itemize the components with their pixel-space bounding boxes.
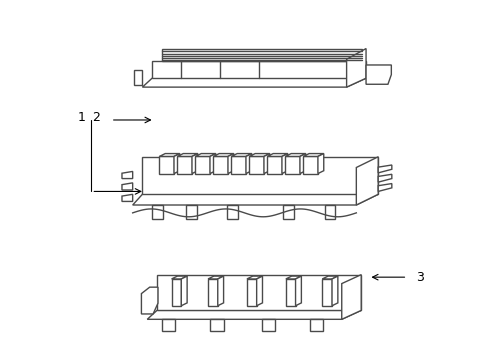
Polygon shape [324, 205, 335, 219]
Polygon shape [322, 279, 331, 306]
Polygon shape [249, 157, 264, 174]
Polygon shape [177, 154, 198, 157]
Polygon shape [377, 184, 391, 192]
Polygon shape [171, 279, 181, 306]
Polygon shape [152, 62, 366, 78]
Polygon shape [256, 276, 262, 306]
Polygon shape [377, 165, 391, 173]
Polygon shape [285, 157, 299, 174]
Polygon shape [186, 205, 197, 219]
Polygon shape [227, 205, 238, 219]
Polygon shape [303, 154, 323, 157]
Polygon shape [217, 276, 223, 306]
Polygon shape [283, 205, 293, 219]
Polygon shape [207, 276, 223, 279]
Polygon shape [346, 49, 366, 87]
Polygon shape [162, 319, 175, 331]
Polygon shape [309, 319, 323, 331]
Polygon shape [122, 194, 132, 202]
Polygon shape [331, 276, 337, 306]
Polygon shape [195, 157, 209, 174]
Text: 2: 2 [92, 111, 100, 124]
Polygon shape [231, 157, 245, 174]
Polygon shape [285, 279, 295, 306]
Polygon shape [267, 157, 282, 174]
Polygon shape [174, 154, 180, 174]
Polygon shape [299, 154, 305, 174]
Polygon shape [377, 174, 391, 182]
Polygon shape [282, 154, 287, 174]
Polygon shape [157, 275, 361, 310]
Polygon shape [159, 154, 180, 157]
Polygon shape [261, 319, 274, 331]
Polygon shape [142, 78, 366, 87]
Polygon shape [213, 157, 227, 174]
Polygon shape [231, 154, 251, 157]
Polygon shape [227, 154, 233, 174]
Polygon shape [246, 276, 262, 279]
Polygon shape [142, 157, 377, 194]
Polygon shape [209, 154, 215, 174]
Polygon shape [213, 154, 233, 157]
Polygon shape [322, 276, 337, 279]
Polygon shape [152, 205, 163, 219]
Text: 1: 1 [78, 111, 85, 124]
Polygon shape [132, 194, 377, 205]
Polygon shape [285, 154, 305, 157]
Polygon shape [141, 287, 158, 314]
Polygon shape [159, 157, 174, 174]
Polygon shape [192, 154, 198, 174]
Polygon shape [181, 276, 187, 306]
Polygon shape [162, 49, 362, 62]
Text: 3: 3 [416, 271, 424, 284]
Polygon shape [295, 276, 301, 306]
Polygon shape [245, 154, 251, 174]
Polygon shape [356, 157, 377, 205]
Polygon shape [177, 157, 192, 174]
Polygon shape [122, 171, 132, 179]
Polygon shape [249, 154, 269, 157]
Polygon shape [366, 65, 390, 84]
Polygon shape [122, 183, 132, 190]
Polygon shape [267, 154, 287, 157]
Polygon shape [195, 154, 215, 157]
Polygon shape [303, 157, 317, 174]
Polygon shape [207, 279, 217, 306]
Polygon shape [285, 276, 301, 279]
Polygon shape [317, 154, 323, 174]
Polygon shape [133, 70, 142, 85]
Polygon shape [147, 310, 361, 319]
Polygon shape [341, 275, 361, 319]
Polygon shape [246, 279, 256, 306]
Polygon shape [264, 154, 269, 174]
Polygon shape [210, 319, 223, 331]
Polygon shape [171, 276, 187, 279]
